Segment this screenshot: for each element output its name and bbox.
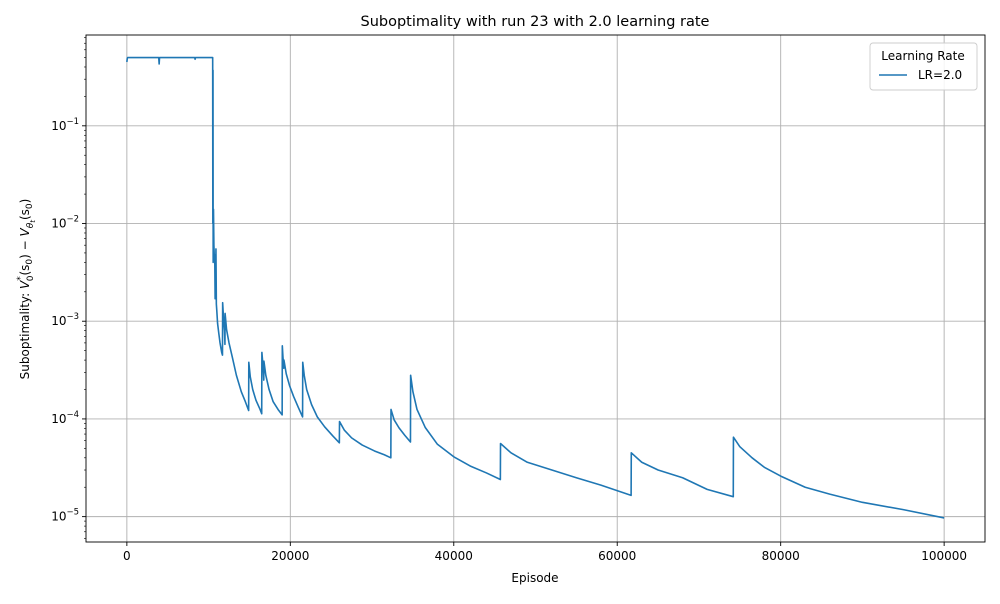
y-tick-label: 10−5 [51,508,79,524]
series-line-lr-2 [126,56,945,519]
y-axis: 10−510−410−310−210−1 [51,37,86,539]
legend-title: Learning Rate [881,49,964,63]
y-label-arg-2: (s [18,209,32,220]
x-tick-label: 20000 [271,549,309,563]
y-axis-label: Suboptimality: V*0(s0) − Vθt(s0) [16,199,37,380]
y-label-t: t [29,220,37,223]
legend-box [869,42,978,91]
y-label-arg-close-2: ) [18,199,32,204]
y-label-arg-sub-1: 0 [25,259,35,265]
grid [86,35,985,542]
y-tick-base: 10 [51,217,66,231]
y-tick-exponent: −2 [66,215,79,225]
y-label-arg-1: (s [18,265,32,276]
x-tick-label: 60000 [598,549,636,563]
chart-title: Suboptimality with run 23 with 2.0 learn… [361,14,710,30]
legend-label: LR=2.0 [918,68,962,82]
y-label-zero: 0 [26,275,36,281]
x-tick-label: 80000 [762,549,800,563]
legend: Learning Rate LR=2.0 [869,42,978,91]
y-tick-label: 10−4 [51,410,79,426]
y-tick-label: 10−2 [51,215,79,231]
y-tick-base: 10 [51,412,66,426]
y-label-arg-close-1: ) [18,254,32,259]
y-label-theta: θ [26,222,36,228]
y-tick-exponent: −1 [66,117,79,127]
plot-frame [85,34,986,543]
y-tick-exponent: −4 [66,410,79,420]
x-axis: 0 20000 40000 60000 80000 100000 [123,542,967,563]
x-axis-label: Episode [511,571,558,585]
y-label-star: * [16,276,26,281]
y-tick-exponent: −3 [66,312,79,322]
y-tick-exponent: −5 [66,508,79,518]
y-label-v2: V [18,228,32,237]
y-label-minus: − [18,237,32,255]
y-tick-label: 10−3 [51,312,79,328]
y-label-prefix: Suboptimality: [18,289,32,379]
series-layer [126,56,945,519]
y-tick-base: 10 [51,119,66,133]
x-tick-label: 40000 [435,549,473,563]
y-label-arg-sub-2: 0 [25,203,35,209]
x-tick-label: 0 [123,549,131,563]
x-tick-label: 100000 [921,549,967,563]
y-tick-base: 10 [51,510,66,524]
y-label-v: V [18,280,32,289]
y-tick-base: 10 [51,314,66,328]
y-tick-label: 10−1 [51,117,79,133]
